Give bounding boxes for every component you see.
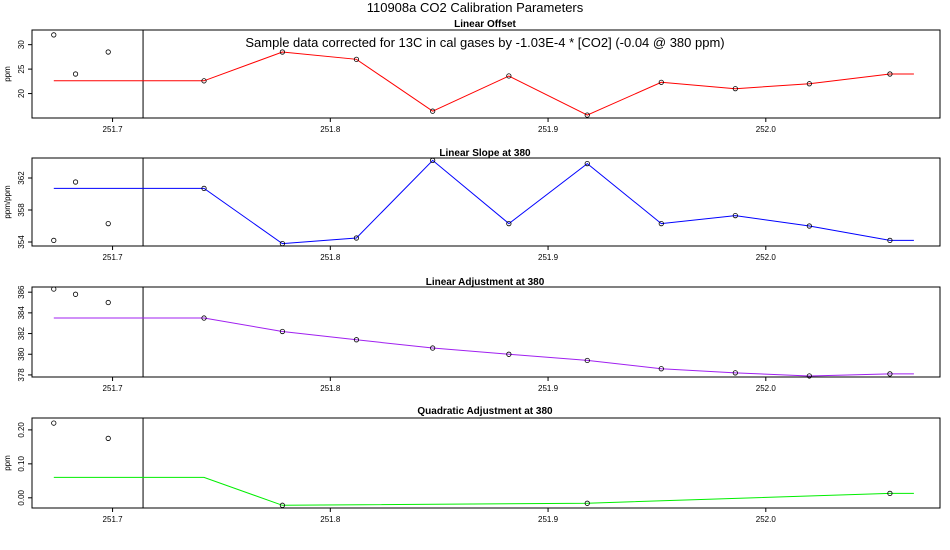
data-point [887,490,893,496]
data-point [201,185,207,191]
x-tick-label: 252.0 [756,253,777,262]
standalone-point [51,32,57,38]
x-tick-label: 251.8 [320,253,341,262]
plot-frame [31,417,941,509]
data-point [506,221,512,227]
series-line [53,476,914,506]
x-tick-label: 252.0 [756,515,777,524]
standalone-point [105,299,111,306]
data-point [887,71,893,77]
data-point [279,502,286,508]
series-line [53,159,914,245]
standalone-point [51,286,57,292]
x-tick-label: 252.0 [756,125,777,134]
data-point [658,79,664,85]
data-point [584,500,590,506]
data-point [506,73,512,79]
panel-annotation: Sample data corrected for 13C in cal gas… [245,35,724,50]
panel-title: Linear Offset [454,19,516,30]
y-tick-label: 354 [17,235,26,249]
panel-title: Linear Adjustment at 380 [426,277,545,288]
plot-frame [31,286,941,378]
data-point [584,112,590,118]
plot-frame [31,29,941,119]
y-tick-label: 358 [17,203,26,217]
x-tick-label: 251.9 [538,253,559,262]
y-axis-label: ppm/ppm [3,185,12,219]
data-point [584,161,590,167]
figure-title: 110908a CO2 Calibration Parameters [367,0,584,15]
standalone-point [105,435,111,441]
y-tick-label: 382 [17,326,26,340]
x-tick-label: 252.0 [756,384,777,393]
x-tick-label: 251.7 [103,384,124,393]
panel-linear-slope: Linear Slope at 380 ppm/ppm 251.7 251.8 25… [3,148,941,262]
standalone-point [105,49,111,55]
data-point [279,328,286,335]
data-point [430,345,436,351]
y-tick-label: 384 [17,306,26,320]
x-tick-label: 251.9 [538,384,559,393]
data-point [806,373,812,379]
panel-quadratic-adjustment: Quadratic Adjustment at 380 ppm 251.7 251… [3,406,941,524]
y-tick-label: 0.20 [17,422,26,438]
data-point [430,108,436,114]
data-point [658,366,664,372]
y-axis-label: ppm [3,455,12,471]
data-point [353,235,360,241]
data-point [279,241,286,247]
x-tick-label: 251.7 [103,515,124,524]
y-axis-label: ppm [3,66,12,82]
y-tick-label: 362 [17,171,26,185]
data-point [887,237,893,243]
x-tick-label: 251.7 [103,253,124,262]
panel-title: Linear Slope at 380 [439,148,531,159]
x-tick-label: 251.9 [538,515,559,524]
x-tick-label: 251.8 [320,125,341,134]
data-point [353,56,360,62]
standalone-point [105,221,111,227]
panel-linear-adjustment: Linear Adjustment at 380 251.7 251.8 251.9… [17,277,941,393]
standalone-point [72,291,79,297]
data-point [430,157,436,163]
panel-title: Quadratic Adjustment at 380 [417,406,553,417]
data-point [732,370,738,376]
data-point [279,49,286,55]
data-point [201,78,207,84]
plot-frame [31,157,941,247]
data-point [658,221,664,227]
data-point [201,315,207,321]
y-tick-label: 0.10 [17,456,26,472]
x-tick-label: 251.8 [320,515,341,524]
y-tick-label: 30 [17,40,26,49]
y-tick-label: 386 [17,285,26,299]
data-point [732,86,738,92]
y-tick-label: 380 [17,347,26,361]
y-tick-label: 378 [17,368,26,382]
x-tick-label: 251.8 [320,384,341,393]
panel-linear-offset: Linear Offset Sample data corrected for … [3,19,941,134]
x-tick-label: 251.9 [538,125,559,134]
data-point [353,337,360,343]
data-point [584,357,590,364]
x-tick-label: 251.7 [103,125,124,134]
data-point [806,223,812,229]
data-point [732,213,738,219]
data-point [887,371,893,377]
y-tick-label: 25 [17,64,26,73]
data-point [806,81,812,87]
standalone-point [51,420,57,426]
standalone-point [72,71,79,77]
standalone-point [51,237,57,243]
y-tick-label: 0.00 [17,489,26,505]
y-tick-label: 20 [17,89,26,98]
standalone-point [72,179,79,185]
series-line [53,51,914,116]
series-line [53,317,914,377]
data-point [506,351,512,357]
